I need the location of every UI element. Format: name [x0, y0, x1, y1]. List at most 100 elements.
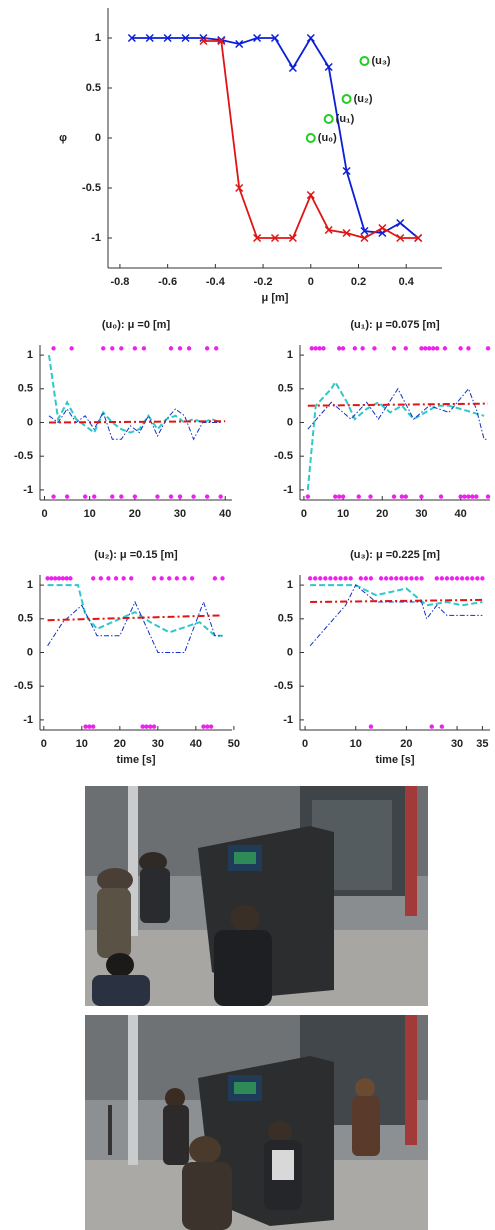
marker-dot: [155, 494, 160, 499]
marker-x: [414, 233, 423, 243]
photo-top: [85, 786, 428, 1006]
chart-title: (u₁): μ =0.075 [m]: [350, 319, 440, 331]
marker-dot: [218, 494, 223, 499]
y-tick-label: 1: [27, 579, 33, 591]
x-tick-label: 0: [301, 508, 307, 520]
marker-dot: [343, 576, 348, 581]
x-tick-label: 10: [350, 738, 362, 750]
marker-dot: [485, 346, 491, 351]
marker-dot: [368, 576, 374, 581]
marker-dot: [348, 576, 353, 581]
marker-dot: [360, 346, 365, 351]
marker-dot: [92, 494, 97, 499]
y-tick-label: -0.5: [14, 450, 33, 462]
chart: -1-0.500.510 10 20 30 40 50(u₂): μ =0.15 [m]t…: [14, 549, 240, 766]
marker-dot: [323, 576, 328, 581]
y-tick-label: -0.5: [274, 680, 293, 692]
marker-x: [253, 33, 262, 43]
point-label: (u₂): [354, 93, 373, 105]
x-tick-label: 30: [451, 738, 463, 750]
x-tick-label: 40: [190, 738, 202, 750]
marker-dot: [132, 346, 138, 351]
marker-dot: [404, 576, 409, 581]
marker-dot: [204, 494, 210, 499]
marker-x: [288, 63, 297, 73]
series-line: [48, 408, 221, 441]
marker-dot: [151, 576, 157, 581]
marker-dot: [313, 576, 318, 581]
marker-dot: [51, 346, 56, 351]
marker-dot: [110, 494, 115, 499]
chart: -1-0.500.510 10 20 30 40(u₀): μ =0 [m]: [14, 319, 232, 520]
y-tick-label: 1: [287, 579, 293, 591]
marker-dot: [403, 346, 408, 351]
y-tick-label: -1: [23, 714, 33, 726]
marker-dot: [363, 576, 369, 581]
marker-dot: [45, 576, 50, 581]
x-tick-label: 20: [400, 738, 412, 750]
series-line: [309, 584, 483, 647]
y-tick-label: -1: [91, 232, 101, 244]
x-tick-label: 10: [76, 738, 88, 750]
x-tick-label: 0: [41, 508, 47, 520]
x-tick-label: 40: [454, 508, 466, 520]
marker-x: [235, 183, 244, 193]
marker-dot: [177, 494, 183, 499]
x-tick-label: 0.4: [399, 276, 415, 288]
y-tick-label: 1: [287, 349, 293, 361]
marker-circle: [323, 114, 334, 124]
y-tick-label: 1: [27, 349, 33, 361]
point-label: (u₁): [336, 113, 355, 125]
marker-dot: [119, 346, 124, 351]
x-tick-label: -0.8: [110, 276, 129, 288]
y-tick-label: 0: [95, 132, 101, 144]
x-axis-label: time [s]: [375, 754, 414, 766]
marker-dot: [338, 576, 343, 581]
chart-title: (u₃): μ =0.225 [m]: [350, 549, 440, 561]
y-tick-label: 0: [27, 416, 33, 428]
chart-title: (u₀): μ =0 [m]: [102, 319, 171, 331]
marker-dot: [167, 576, 172, 581]
y-tick-label: 0: [287, 416, 293, 428]
marker-dot: [60, 576, 66, 581]
marker-dot: [309, 346, 314, 351]
marker-dot: [466, 346, 471, 351]
marker-dot: [333, 494, 338, 499]
marker-dot: [340, 346, 346, 351]
chart-title: (u₂): μ =0.15 [m]: [94, 549, 178, 561]
marker-dot: [317, 346, 322, 351]
marker-dot: [439, 724, 445, 729]
y-tick-label: 0: [287, 646, 293, 658]
marker-dot: [174, 576, 180, 581]
marker-dot: [68, 576, 73, 581]
marker-dot: [391, 494, 397, 499]
marker-dot: [470, 494, 475, 499]
marker-dot: [358, 576, 363, 581]
marker-x: [324, 62, 333, 72]
marker-dot: [438, 494, 444, 499]
marker-dot: [168, 494, 174, 499]
marker-dot: [444, 576, 450, 581]
marker-dot: [82, 494, 88, 499]
marker-dot: [368, 724, 374, 729]
series-line: [131, 36, 419, 239]
photo-bottom: [85, 1015, 428, 1230]
marker-dot: [208, 724, 214, 729]
series-line: [310, 598, 483, 603]
marker-dot: [378, 576, 384, 581]
marker-dot: [427, 346, 432, 351]
series-line: [47, 584, 223, 637]
marker-dot: [423, 346, 428, 351]
marker-dot: [159, 576, 164, 581]
marker-dot: [474, 494, 479, 499]
marker-circle: [359, 56, 370, 66]
y-tick-label: -0.5: [82, 182, 101, 194]
marker-dot: [434, 576, 439, 581]
marker-dot: [91, 576, 96, 581]
marker-dot: [204, 346, 210, 351]
y-tick-label: 0.5: [278, 383, 293, 395]
marker-x: [342, 166, 351, 176]
marker-x: [306, 190, 315, 200]
marker-dot: [419, 346, 424, 351]
